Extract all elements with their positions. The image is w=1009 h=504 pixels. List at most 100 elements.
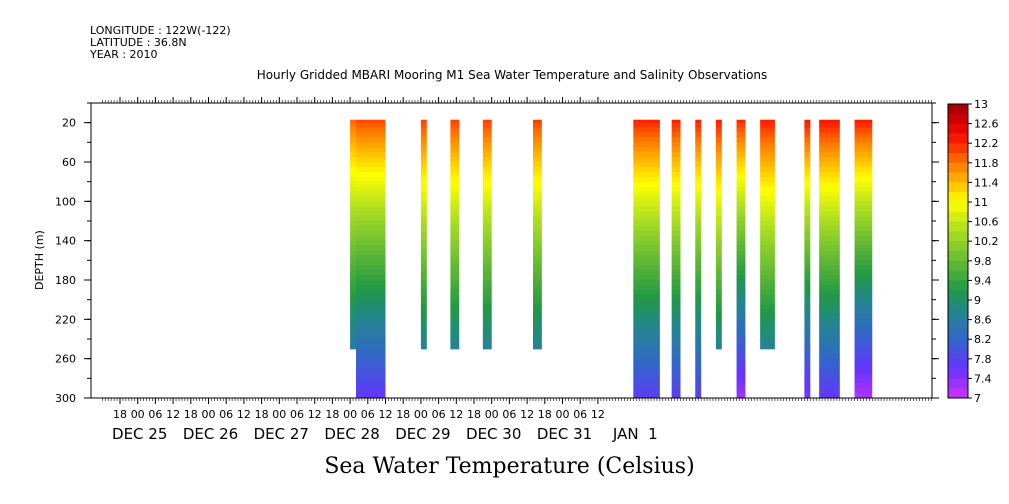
colorbar-swatch [948,388,968,399]
data-cell [695,378,702,384]
data-cell [760,196,775,202]
data-column [671,119,681,399]
data-cell [450,255,460,261]
data-cell [819,162,840,168]
data-cell [420,196,427,202]
data-cell [356,265,386,271]
data-cell [633,137,660,143]
colorbar-swatch [948,221,968,232]
data-cell [450,216,460,222]
data-cell [533,255,542,261]
data-cell [819,240,840,247]
data-cell [356,388,386,394]
data-cell [450,265,460,271]
data-cell [715,162,722,168]
data-cell [715,265,722,271]
data-cell [671,339,681,345]
data-cell [736,157,746,163]
data-cell [482,339,492,345]
data-cell [671,235,681,242]
data-cell [420,245,427,251]
data-cell [736,221,746,227]
data-cell [450,152,460,158]
data-cell [633,211,660,217]
x-hour-label: 06 [573,408,587,421]
data-cell [819,289,840,296]
data-cell [854,363,873,369]
data-cell [804,221,811,227]
data-cell [356,294,386,301]
data-cell [819,230,840,237]
data-cell [420,343,427,350]
data-cell [633,260,660,266]
data-cell [482,329,492,335]
data-cell [854,324,873,330]
data-cell [736,343,746,350]
data-cell [356,299,386,306]
data-cell [533,147,542,153]
data-cell [695,132,702,138]
data-cell [760,119,775,124]
data-cell [760,230,775,237]
data-cell [356,343,386,350]
data-cell [420,284,427,291]
data-cell [854,147,873,153]
data-cell [715,235,722,242]
data-cell [695,388,702,394]
data-cell [671,152,681,158]
data-cell [533,186,542,192]
y-tick-label: 260 [55,353,76,366]
data-cell [695,299,702,306]
data-cell [854,329,873,335]
y-tick-label: 140 [55,235,76,248]
data-cell [760,122,775,129]
data-cell [350,211,356,217]
data-cell [420,289,427,296]
data-cell [736,275,746,281]
data-cell [760,265,775,271]
data-cell [715,137,722,143]
data-cell [736,186,746,192]
y-tick-label: 300 [55,392,76,405]
data-cell [420,329,427,335]
latitude-label: LATITUDE : 36.8N [90,36,187,49]
data-cell [854,201,873,207]
data-cell [482,166,492,173]
data-cell [671,260,681,266]
data-cell [715,319,722,325]
data-cell [350,309,356,315]
data-cell [633,329,660,335]
data-cell [695,201,702,207]
data-cell [350,157,356,163]
data-cell [715,284,722,291]
x-hour-label: 12 [237,408,251,421]
data-cell [736,373,746,379]
data-cell [736,378,746,384]
data-cell [760,245,775,251]
colorbar-label: 10.2 [974,235,999,248]
data-cell [736,294,746,301]
data-cell [854,348,873,355]
data-cell [671,373,681,379]
data-cell [715,127,722,133]
data-cell [819,181,840,188]
data-columns [350,119,873,399]
data-cell [695,230,702,237]
data-cell [736,270,746,276]
data-cell [633,186,660,192]
data-cell [671,176,681,183]
data-column [420,119,427,350]
colorbar-label: 7.8 [974,353,992,366]
data-cell [671,171,681,178]
data-cell [819,201,840,207]
data-cell [450,119,460,124]
data-cell [450,157,460,163]
data-cell [671,289,681,296]
x-hour-label: 00 [343,408,357,421]
data-cell [804,142,811,148]
x-axis-title: Sea Water Temperature (Celsius) [324,454,695,479]
data-cell [804,206,811,212]
data-cell [695,265,702,271]
x-hour-label: 12 [520,408,534,421]
data-cell [450,324,460,330]
